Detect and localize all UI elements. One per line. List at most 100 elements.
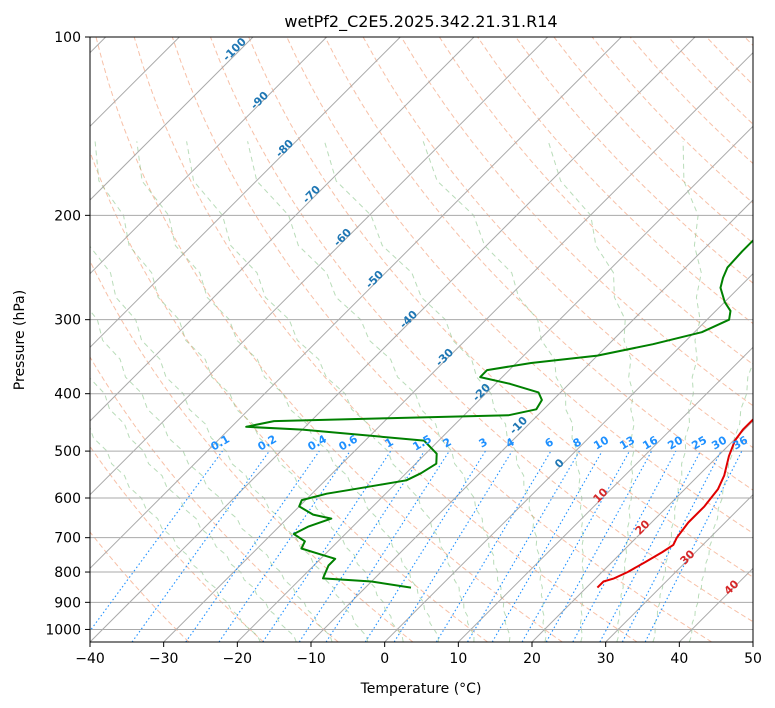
mixing-ratio-label: 25 <box>689 434 709 453</box>
isotherm-label: -80 <box>273 137 296 160</box>
mixing-ratio-line <box>393 450 513 642</box>
x-axis-ticks: −40 −30 −20 −10 0 10 20 30 40 50 <box>75 642 762 667</box>
y-tick-label: 500 <box>54 444 81 460</box>
isotherm-label: 0 <box>552 456 567 471</box>
isotherm-line <box>90 37 549 496</box>
x-tick-label: −40 <box>75 651 105 667</box>
moist-adiabat <box>186 141 475 642</box>
isotherm-label: -60 <box>331 226 354 249</box>
y-tick-label: 300 <box>54 313 81 329</box>
dry-adiabat <box>210 37 753 623</box>
mixing-ratio-line <box>599 450 702 642</box>
dry-adiabat <box>90 356 339 642</box>
moist-adiabat <box>247 141 511 642</box>
moist-adiabat <box>324 141 547 642</box>
dry-adiabat <box>90 445 264 642</box>
grid-lines <box>90 37 753 642</box>
isotherm-line <box>90 37 328 275</box>
red-isotherm-label: 30 <box>678 547 698 567</box>
mixing-ratio-line <box>521 450 630 642</box>
isotherm-label: -50 <box>363 268 386 291</box>
mixing-ratio-line <box>185 450 320 642</box>
isotherm-label: -90 <box>248 89 271 112</box>
dry-adiabat <box>95 37 563 642</box>
isotherm-label: -70 <box>300 183 323 206</box>
isotherm-line <box>678 567 753 642</box>
x-tick-label: 0 <box>380 651 389 667</box>
isotherm-line <box>90 37 622 570</box>
moist-adiabat <box>90 377 297 642</box>
mixing-ratio-label: 10 <box>591 433 611 452</box>
background-lines <box>90 37 753 642</box>
x-tick-label: 50 <box>744 651 762 667</box>
dry-adiabat <box>90 150 488 642</box>
dry-adiabat <box>400 37 753 407</box>
mixing-ratio-label: 0.2 <box>256 432 279 453</box>
dry-adiabat <box>90 531 190 642</box>
dry-adiabat <box>362 37 753 449</box>
mixing-ratio-label: 16 <box>640 433 660 452</box>
isotherm-line <box>90 37 475 422</box>
y-tick-label: 800 <box>54 565 81 581</box>
y-tick-label: 100 <box>54 30 81 46</box>
isotherm-line <box>90 37 401 349</box>
isotherm-label: -40 <box>397 308 420 331</box>
dry-adiabat <box>90 259 414 642</box>
mixing-ratio-line <box>364 450 486 642</box>
dry-adiabat <box>438 37 753 366</box>
x-axis-label: Temperature (°C) <box>360 681 482 697</box>
x-tick-label: 30 <box>597 651 615 667</box>
isotherm-line <box>457 346 753 642</box>
mixing-ratio-line <box>545 450 653 642</box>
mixing-ratio-line <box>90 450 223 632</box>
mixing-ratio-label: 3 <box>477 435 490 450</box>
isotherm-line <box>310 199 753 642</box>
dewpoint-profile-line <box>245 239 753 589</box>
isotherm-line <box>605 493 753 642</box>
mixing-ratio-label: 13 <box>617 434 637 453</box>
x-tick-label: −30 <box>149 651 179 667</box>
isotherm-line <box>384 272 753 642</box>
isotherm-line <box>163 51 753 642</box>
red-isotherm-label: 20 <box>633 517 653 537</box>
chart-title: wetPf2_C2E5.2025.342.21.31.R14 <box>284 12 557 32</box>
y-tick-label: 200 <box>54 208 81 224</box>
plot-frame <box>89 36 754 643</box>
isotherm-line <box>90 37 696 642</box>
isotherm-line <box>531 420 753 642</box>
mixing-ratio-label: 0.4 <box>306 432 330 453</box>
mixing-ratio-lines <box>90 450 743 642</box>
y-tick-label: 1000 <box>45 622 81 638</box>
mixing-ratio-label: 20 <box>665 433 685 452</box>
mixing-ratio-label: 2 <box>441 435 454 450</box>
dry-adiabat <box>324 37 753 491</box>
y-axis-label: Pressure (hPa) <box>12 290 28 390</box>
isotherm-line <box>752 641 753 642</box>
mixing-ratio-label: 6 <box>543 435 556 450</box>
mixing-ratio-line <box>491 450 603 642</box>
moist-adiabat <box>688 361 753 642</box>
dry-adiabat <box>515 37 753 284</box>
red-isotherm-label: 10 <box>591 485 611 505</box>
y-tick-label: 600 <box>54 491 81 507</box>
moist-adiabat <box>652 141 702 642</box>
mixing-ratio-label: 30 <box>709 433 729 452</box>
mixing-ratio-line <box>262 450 392 642</box>
mixing-ratio-line <box>218 450 351 642</box>
isotherm-line <box>236 125 753 642</box>
y-tick-label: 700 <box>54 531 81 547</box>
x-tick-label: 10 <box>449 651 467 667</box>
red-isotherm-label: 40 <box>722 577 742 597</box>
mixing-ratio-line <box>435 450 552 642</box>
isotherm-label: -30 <box>433 346 456 369</box>
dry-adiabat <box>706 37 753 86</box>
mixing-ratio-line <box>325 450 450 642</box>
mixing-ratio-line <box>572 450 677 642</box>
temperature-profile-line <box>596 418 753 589</box>
x-tick-label: 20 <box>523 651 541 667</box>
isotherm-label: -10 <box>507 414 530 437</box>
mixing-ratio-line <box>644 450 743 642</box>
dry-adiabat <box>133 37 638 642</box>
mixing-ratio-line <box>467 450 580 642</box>
